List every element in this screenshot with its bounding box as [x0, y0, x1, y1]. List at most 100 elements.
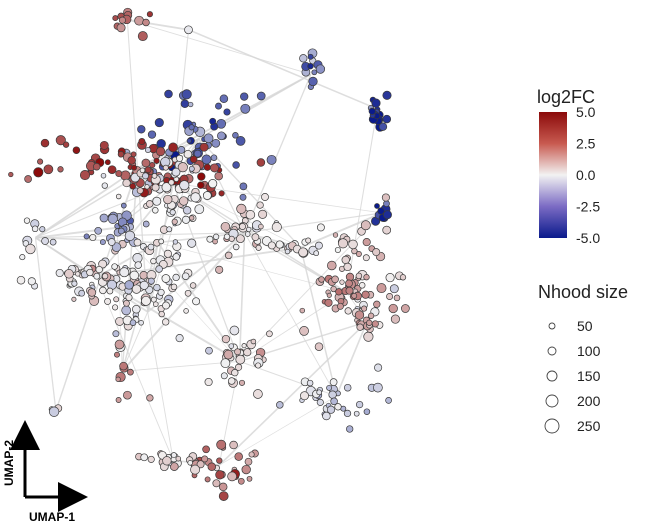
nhood-point — [276, 401, 284, 409]
nhood-point — [138, 138, 146, 145]
nhood-point — [64, 269, 74, 279]
nhood-point — [170, 452, 177, 459]
nhood-point — [246, 226, 252, 233]
nhood-point — [362, 254, 370, 262]
nhood-edge — [335, 321, 368, 397]
nhood-point — [239, 223, 246, 230]
nhood-point — [361, 305, 368, 312]
nhood-point — [190, 192, 201, 203]
nhood-point — [232, 132, 239, 139]
nhood-point — [235, 136, 246, 146]
nhood-point — [147, 243, 155, 251]
nhood-point — [55, 268, 64, 278]
nhood-point — [212, 233, 220, 240]
nhood-point — [393, 294, 401, 302]
size-legend-title: Nhood size — [538, 282, 628, 302]
nhood-point — [184, 25, 193, 35]
nhood-point — [215, 470, 225, 480]
nhood-edge — [147, 311, 174, 461]
nhood-point — [161, 182, 172, 193]
nhood-point — [204, 377, 213, 387]
nhood-edge — [244, 212, 383, 234]
nhood-point — [75, 271, 81, 277]
nhood-point — [339, 279, 345, 285]
nhood-point — [150, 296, 157, 303]
nhood-point — [131, 284, 142, 294]
nhood-point — [345, 286, 354, 295]
nhood-point — [101, 273, 109, 280]
nhood-point — [235, 354, 246, 365]
nhood-edge — [188, 29, 378, 110]
nhood-point — [123, 390, 132, 400]
nhood-point — [218, 491, 229, 501]
nhood-point — [163, 249, 172, 258]
size-legend-label: 250 — [577, 418, 601, 434]
nhood-point — [224, 251, 233, 260]
nhood-point — [216, 457, 223, 464]
nhood-point — [147, 277, 155, 285]
size-legend: Nhood size 50 100 150 200 250 — [538, 282, 628, 434]
nhood-point — [189, 215, 195, 221]
nhood-point — [181, 215, 191, 224]
nhood-point — [335, 288, 343, 296]
nhood-point — [107, 238, 116, 246]
nhood-point — [179, 196, 189, 206]
nhood-point — [256, 91, 266, 101]
nhood-point — [87, 288, 97, 297]
nhood-point — [275, 240, 284, 249]
nhood-point — [220, 358, 231, 369]
nhood-point — [187, 460, 193, 466]
nhood-point — [341, 255, 350, 265]
nhood-point — [139, 271, 148, 280]
nhood-point — [99, 239, 106, 246]
nhood-point — [141, 295, 151, 306]
nhood-point — [153, 157, 160, 164]
nhood-point — [153, 301, 159, 307]
nhood-point — [326, 384, 333, 391]
nhood-point — [210, 154, 218, 161]
nhood-point — [284, 248, 291, 255]
nhood-point — [212, 479, 221, 488]
nhood-point — [92, 162, 101, 171]
nhood-point — [129, 182, 136, 190]
nhood-point — [72, 146, 81, 154]
nhood-point — [137, 125, 146, 134]
nhood-point — [231, 369, 239, 377]
nhood-point — [223, 233, 231, 240]
nhood-point — [115, 397, 122, 403]
nhood-point — [298, 247, 308, 258]
nhood-point — [367, 312, 375, 319]
nhood-point — [62, 141, 70, 148]
color-legend-tick-label: 2.5 — [576, 136, 596, 152]
nhood-point — [189, 282, 197, 289]
nhood-point — [162, 301, 170, 310]
nhood-point — [37, 158, 44, 165]
nhood-point — [129, 270, 140, 281]
nhood-point — [227, 377, 236, 385]
nhood-point — [344, 307, 352, 315]
nhood-point — [343, 262, 352, 272]
nhood-point — [316, 389, 323, 396]
nhood-point — [127, 368, 134, 376]
nhood-point — [162, 164, 169, 171]
nhood-point — [256, 158, 266, 167]
nhood-edge — [300, 212, 383, 249]
nhood-edge — [243, 74, 312, 233]
nhood-point — [146, 394, 154, 402]
nhood-point — [141, 158, 151, 168]
nhood-point — [385, 397, 392, 404]
nhood-edge — [299, 247, 338, 397]
nhood-point — [99, 213, 109, 223]
nhood-point — [240, 92, 249, 101]
nhood-point — [71, 280, 78, 287]
nhood-point — [181, 89, 192, 100]
nhood-point — [306, 379, 314, 387]
nhood-edge — [346, 108, 378, 293]
nhood-point — [104, 159, 111, 166]
nhood-point — [246, 475, 253, 482]
nhood-point — [147, 130, 157, 139]
nhood-point — [343, 383, 352, 392]
size-legend-symbol — [547, 346, 557, 356]
size-legend-label: 50 — [577, 318, 593, 334]
nhood-point — [374, 363, 383, 372]
